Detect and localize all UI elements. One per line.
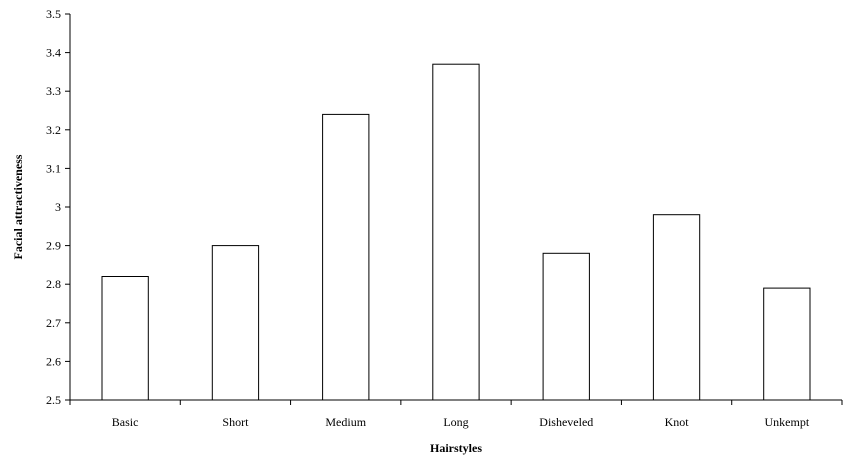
bar-disheveled <box>542 252 590 401</box>
bar-unkempt <box>763 287 811 401</box>
x-tick-label: Disheveled <box>539 415 593 429</box>
x-axis-title: Hairstyles <box>430 441 482 455</box>
x-tick-label: Basic <box>112 415 139 429</box>
x-tick-label: Long <box>443 415 468 429</box>
y-axis-title: Facial attractiveness <box>11 154 25 259</box>
bar-basic <box>101 276 149 401</box>
y-tick-label: 3.3 <box>46 84 61 98</box>
y-tick-label: 2.7 <box>46 316 61 330</box>
y-tick-label: 2.8 <box>46 277 61 291</box>
x-tick-label: Unkempt <box>765 415 810 429</box>
bar-knot <box>652 214 701 401</box>
bar-short <box>211 245 260 401</box>
y-tick-label: 2.9 <box>46 239 61 253</box>
bar-long <box>432 63 480 401</box>
bars-layer <box>101 63 811 401</box>
y-tick-label: 3.1 <box>46 161 61 175</box>
y-axis-ticks: 2.5 2.6 2.7 2.8 2.9 3 3.1 3.2 3.3 3.4 3.5 <box>46 7 70 407</box>
y-tick-label: 2.6 <box>46 354 61 368</box>
y-tick-label: 3.4 <box>46 46 61 60</box>
x-tick-label: Medium <box>325 415 366 429</box>
x-tick-label: Short <box>222 415 249 429</box>
x-axis-ticks: Basic Short Medium Long Disheveled Knot Unkemp… <box>69 400 843 429</box>
y-tick-label: 3.5 <box>46 7 61 21</box>
y-tick-label: 3 <box>55 200 61 214</box>
y-tick-label: 3.2 <box>46 123 61 137</box>
bar-medium <box>322 113 370 401</box>
x-tick-label: Knot <box>665 415 690 429</box>
y-tick-label: 2.5 <box>46 393 61 407</box>
